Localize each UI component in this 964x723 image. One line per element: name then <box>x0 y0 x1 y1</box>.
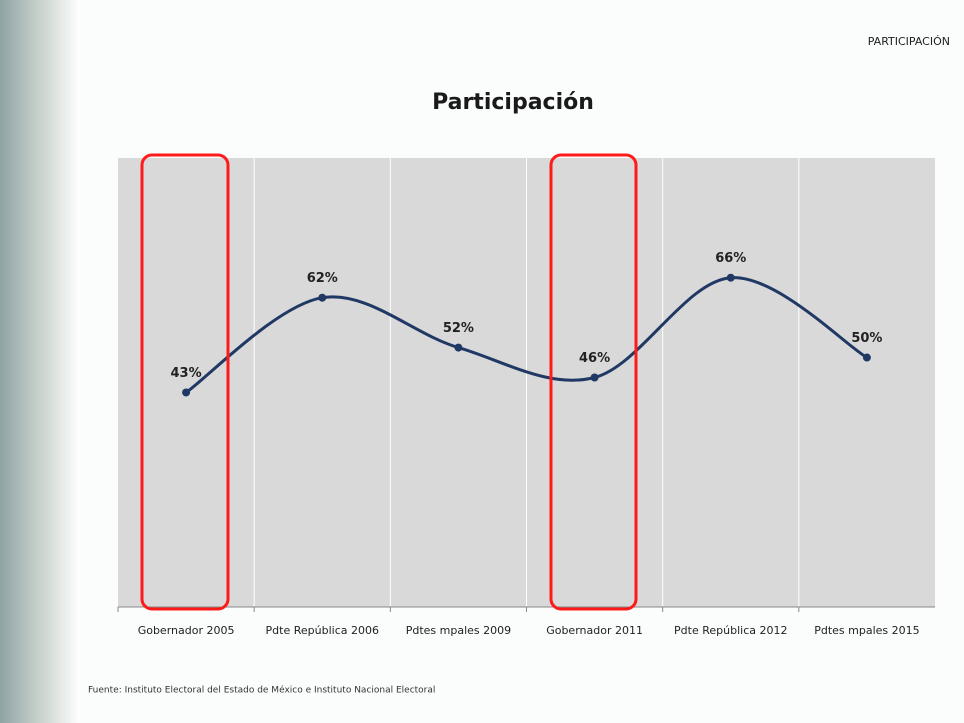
x-tick-label: Pdtes mpales 2009 <box>406 624 511 637</box>
point <box>454 344 462 352</box>
data-label: 52% <box>443 321 474 336</box>
x-tick-label: Pdte República 2012 <box>674 624 787 637</box>
data-label: 62% <box>307 271 338 286</box>
x-tick-label: Gobernador 2005 <box>138 624 235 637</box>
data-label: 43% <box>171 366 202 381</box>
source-note: Fuente: Instituto Electoral del Estado d… <box>88 685 435 696</box>
data-label: 66% <box>715 251 746 266</box>
point <box>591 374 599 382</box>
x-tick-label: Gobernador 2011 <box>546 624 643 637</box>
decorative-strip <box>0 0 80 723</box>
point <box>863 354 871 362</box>
slide: PARTICIPACIÓN Participación Gobernador 2… <box>0 0 964 723</box>
data-label: 50% <box>851 331 882 346</box>
x-tick-label: Pdtes mpales 2015 <box>814 624 919 637</box>
point <box>318 294 326 302</box>
point <box>182 388 190 396</box>
section-label: PARTICIPACIÓN <box>868 35 950 48</box>
data-label: 46% <box>579 351 610 366</box>
x-tick-label: Pdte República 2006 <box>266 624 379 637</box>
point <box>727 274 735 282</box>
chart-title: Participación <box>432 90 594 115</box>
